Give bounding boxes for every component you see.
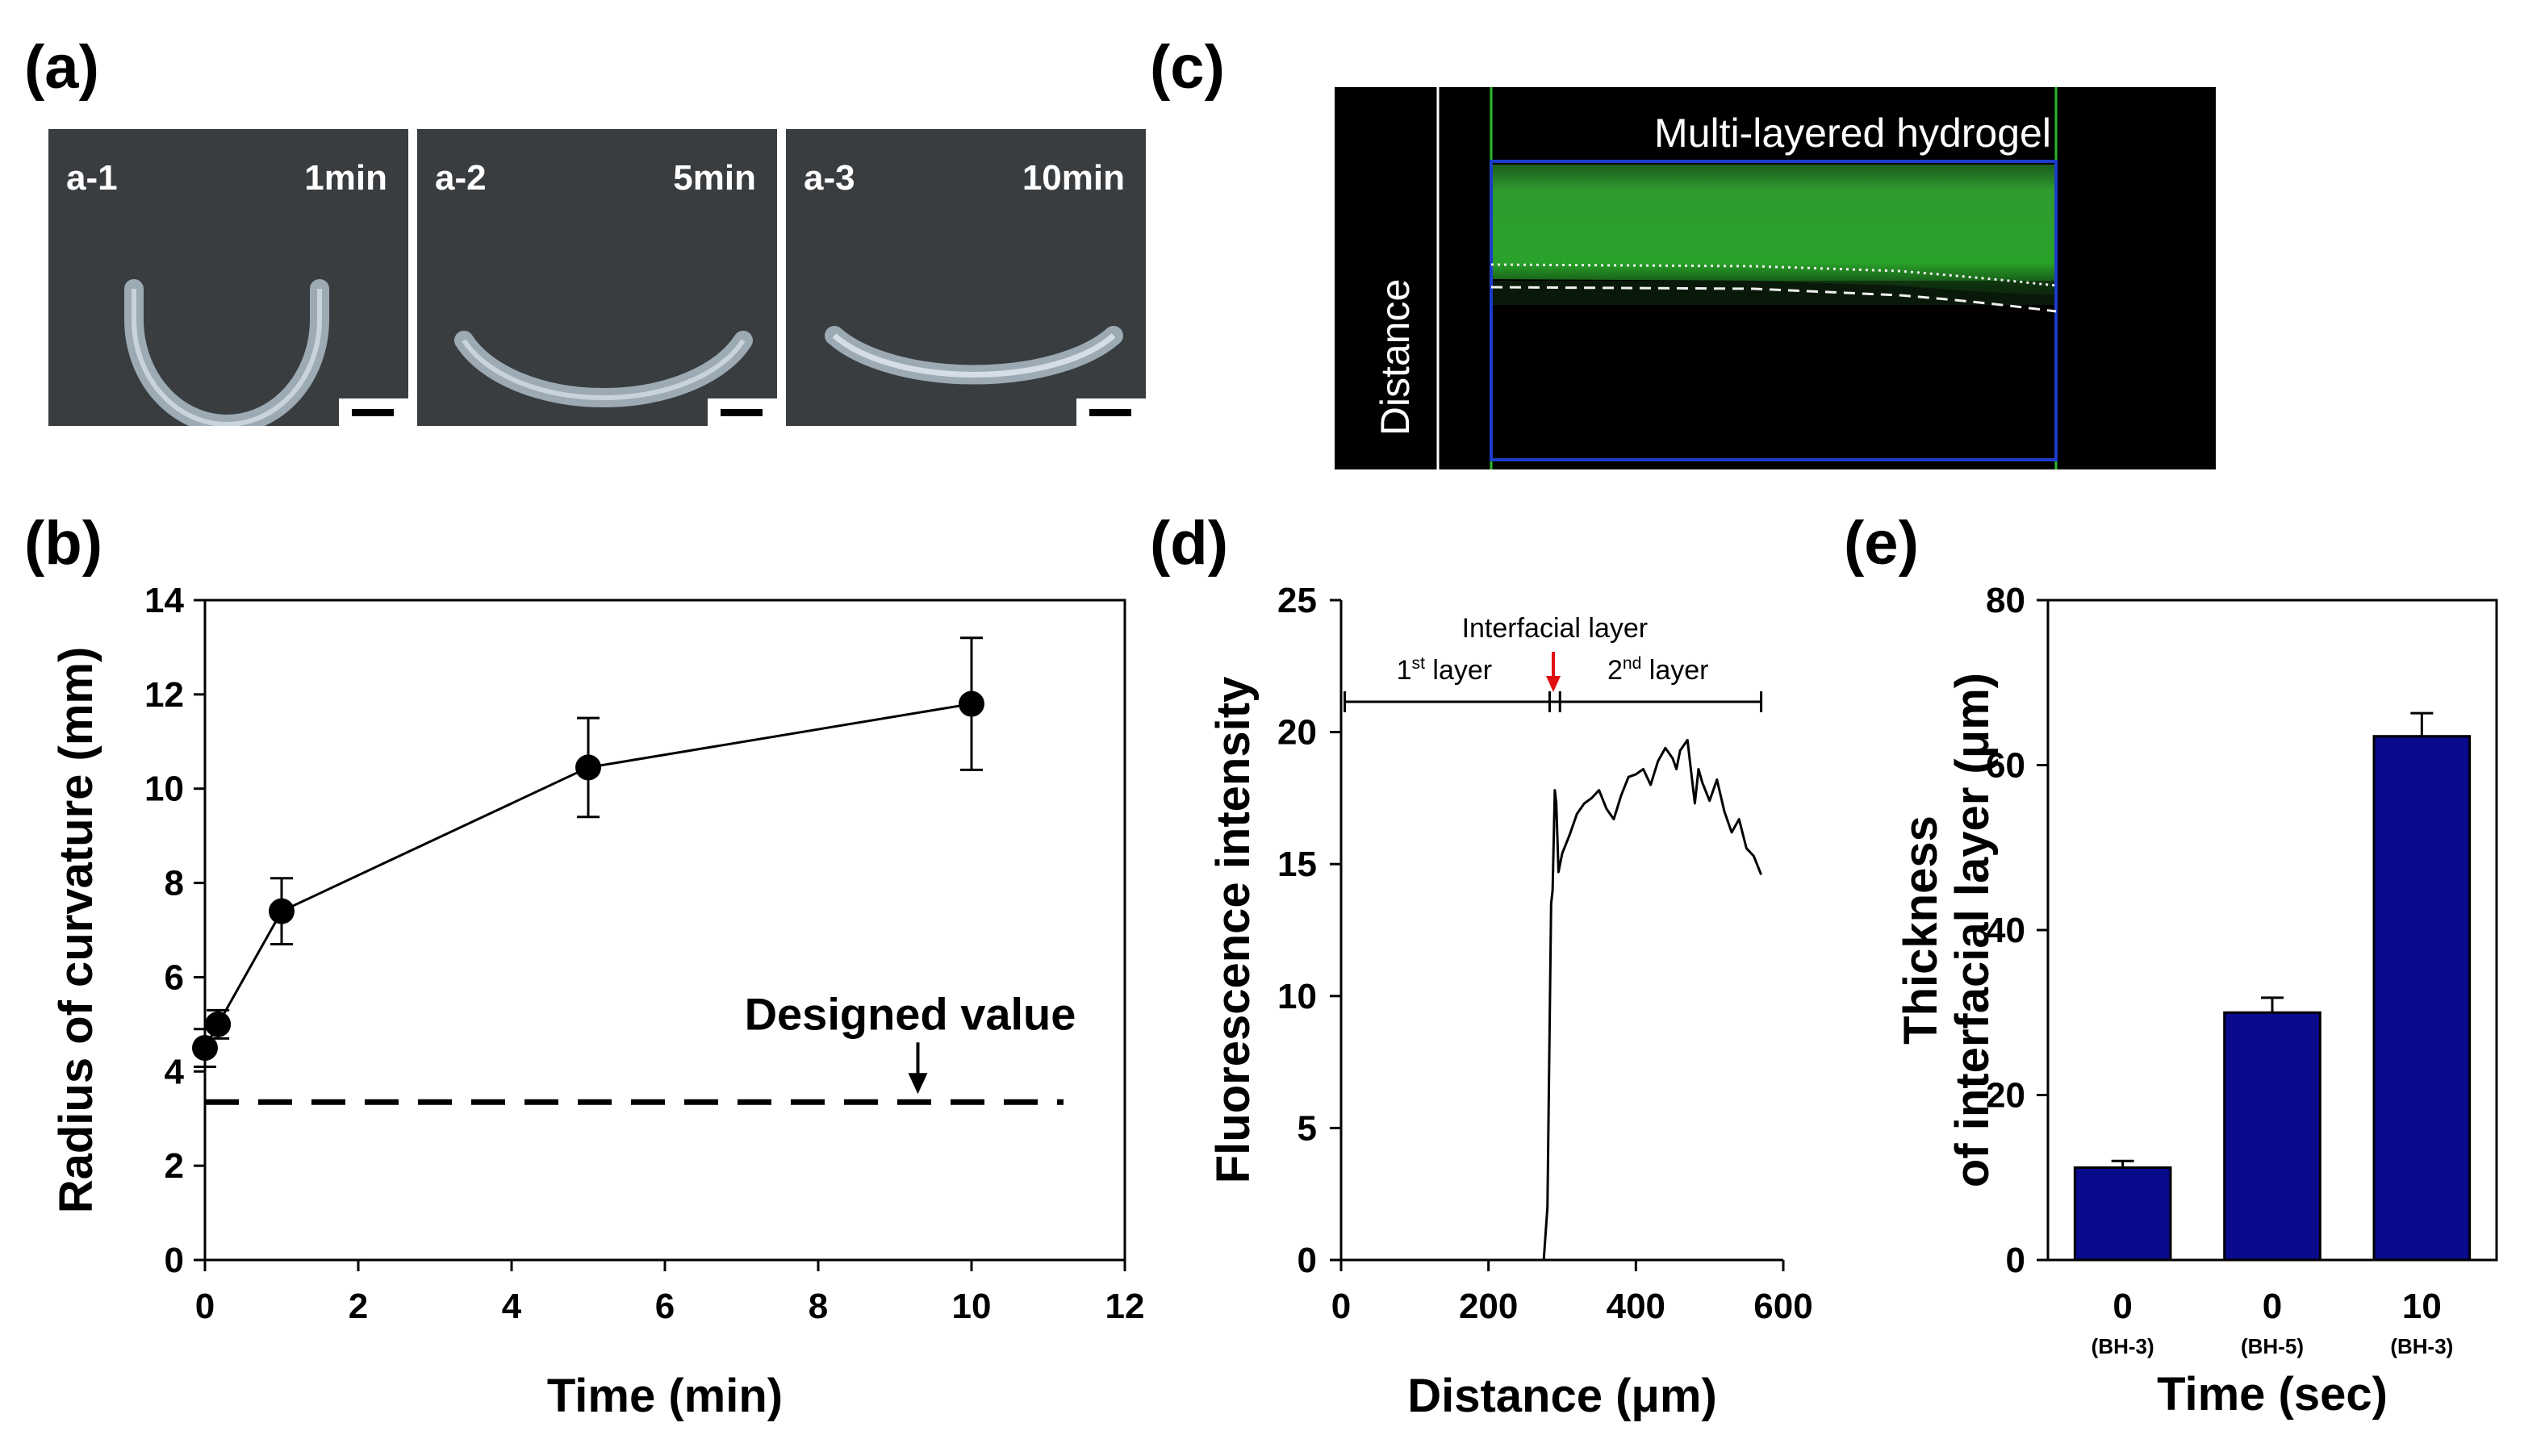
bar [2372,735,2472,1262]
x-tick-label: 0 [195,1287,215,1326]
y-tick-label: 14 [144,581,184,620]
fluorescence-image-svg: Multi-layered hydrogel Distance [1373,87,2058,469]
x-tick-label: 600 [1753,1287,1812,1326]
scale-bar [1089,409,1131,416]
hydrogel-arc-image [124,279,329,426]
category-sublabel: (BH-3) [2390,1334,2453,1358]
scale-bar [721,409,763,416]
photo-a-1: a-1 1min [48,129,408,426]
x-tick-label: 4 [502,1287,522,1326]
interfacial-layer-label: Interfacial layer [2263,274,2493,312]
data-point [959,690,984,717]
fluorescence-image: Multi-layered hydrogel Distance [1335,87,2216,469]
y-tick-label: 8 [165,864,184,903]
category-label: 0 [2263,1287,2282,1326]
photo-id-label: a-2 [435,158,487,198]
distance-axis-label: Distance [1373,279,1418,436]
layer-labels: 1st layer Interfacial layer 2nd layer [2263,215,2493,394]
data-point [269,898,295,924]
intensity-profile-line [1341,738,1762,1262]
hydrogel-arc-image [825,326,1123,385]
y-tick-label: 20 [1277,713,1317,753]
photo-a-2: a-2 5min [417,129,777,426]
y-axis-label-line-1: Thickness [1895,816,1947,1045]
y-tick-label: 2 [165,1146,184,1186]
interfacial-layer-label: Interfacial layer [1462,613,1649,644]
y-tick-label: 25 [1277,581,1317,620]
dashed-boundary-line [1490,286,2057,313]
y-tick-label: 0 [1298,1241,1317,1280]
x-tick-label: 200 [1459,1287,1518,1326]
x-tick-label: 8 [809,1287,828,1326]
data-point [575,754,601,781]
designed-value-arrow-head [908,1073,928,1095]
x-tick-label: 6 [655,1287,675,1326]
category-sublabel: (BH-5) [2241,1334,2304,1358]
y-tick-label: 60 [1986,746,2025,786]
category-label: 0 [2112,1287,2132,1326]
x-tick-label: 10 [952,1287,992,1326]
chart-d: 0 5 10 15 20 25 0 200 400 600 Distance (μm) Fluores… [1207,581,1813,1422]
panel-label-b: (b) [24,509,103,578]
designed-value-label: Designed value [745,988,1076,1039]
y-tick-label: 0 [2006,1241,2025,1280]
y-tick-label: 80 [1986,581,2025,620]
x-tick-label: 2 [349,1287,368,1326]
interfacial-arrow-head [1546,676,1561,692]
panel-label-d: (d) [1150,509,1229,578]
y-axis-label: Fluorescence intensity [1207,677,1260,1184]
x-tick-label: 400 [1607,1287,1665,1326]
x-axis-label: Time (min) [547,1370,783,1422]
photo-a-3: a-3 10min [786,129,1146,426]
panel-label-a: (a) [24,33,99,102]
chart-e: 0 20 40 60 80 0 (BH-3) 0 (BH-5) 10 (BH-3)Time (sec… [1895,581,2498,1421]
x-axis-label: Time (sec) [2157,1368,2388,1421]
x-axis-label: Distance (μm) [1407,1370,1717,1422]
interfacial-fluorescence [1491,281,2056,305]
layer-2-label: 2nd layer [2263,355,2388,394]
data-point [205,1011,232,1037]
photo-time-label: 1min [304,158,387,198]
y-tick-label: 6 [165,957,184,997]
layer-1-label: 1st layer [2263,215,2381,254]
y-axis-label-line-2: of interfacial layer (μm) [1946,673,1999,1187]
layer-2-label: 2nd layer [1607,654,1709,686]
hydrogel-arc-image [454,331,753,408]
layer-1-label: 1st layer [1397,654,1492,686]
x-tick-label: 12 [1105,1287,1145,1326]
y-axis-label: Radius of curvature (mm) [50,647,102,1214]
plot-frame [203,599,1126,1262]
photo-time-label: 10min [1022,158,1125,198]
bar [2073,1166,2172,1262]
photo-id-label: a-1 [66,158,118,198]
photo-id-label: a-3 [804,158,855,198]
x-tick-label: 0 [1331,1287,1351,1326]
category-sublabel: (BH-3) [2092,1334,2154,1358]
category-label: 10 [2402,1287,2442,1326]
y-tick-label: 15 [1277,845,1317,884]
image-title: Multi-layered hydrogel [1654,111,2051,156]
y-tick-label: 4 [165,1052,185,1091]
bar [2223,1011,2321,1262]
y-tick-label: 20 [1986,1076,2025,1116]
y-tick-label: 0 [165,1241,184,1280]
data-point [192,1035,218,1062]
panel-label-c: (c) [1150,33,1225,102]
chart-b: 0 2 4 6 8 10 12 14 0 2 4 6 8 10 12 Time (min) Radius of … [50,581,1145,1422]
panel-label-e: (e) [1844,509,1919,578]
dotted-boundary-line [1490,263,2057,287]
y-tick-label: 10 [144,770,184,809]
y-tick-label: 12 [144,675,184,715]
y-tick-label: 5 [1298,1108,1317,1148]
y-tick-label: 10 [1277,977,1317,1016]
photo-time-label: 5min [673,158,756,198]
first-layer-fluorescence [1491,165,2056,295]
scale-bar [352,409,394,416]
y-tick-label: 40 [1986,911,2025,950]
